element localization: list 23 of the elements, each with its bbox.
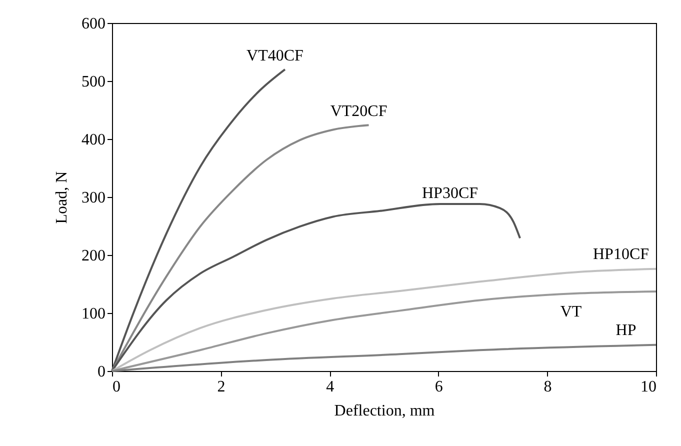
x-tick-label: 4 — [326, 378, 334, 396]
series-label: HP10CF — [592, 246, 650, 263]
x-tick-label: 8 — [544, 378, 552, 396]
y-axis-title: Load, N — [54, 170, 70, 224]
series-label: VT20CF — [330, 103, 388, 120]
y-tick-label: 300 — [82, 190, 106, 206]
series-label: VT40CF — [246, 47, 304, 64]
y-tick-label: 200 — [82, 248, 106, 264]
x-tick-label: 6 — [434, 378, 443, 396]
y-tick-label: 400 — [82, 132, 106, 148]
x-tick-label: 0 — [112, 378, 120, 396]
line-series — [111, 290, 657, 372]
line-series — [111, 268, 657, 372]
x-tick-label: 10 — [640, 378, 656, 396]
series-label: VT — [560, 304, 582, 321]
y-tick-label: 500 — [82, 74, 106, 90]
y-tick-label: 100 — [82, 306, 106, 322]
x-tick-label: 2 — [217, 378, 226, 396]
y-tick-label: 600 — [82, 16, 106, 32]
series-label: HP30CF — [422, 185, 478, 202]
x-axis-title: Deflection, mm — [334, 402, 436, 420]
y-tick-label: 0 — [98, 364, 106, 380]
series-label: HP — [616, 322, 636, 339]
